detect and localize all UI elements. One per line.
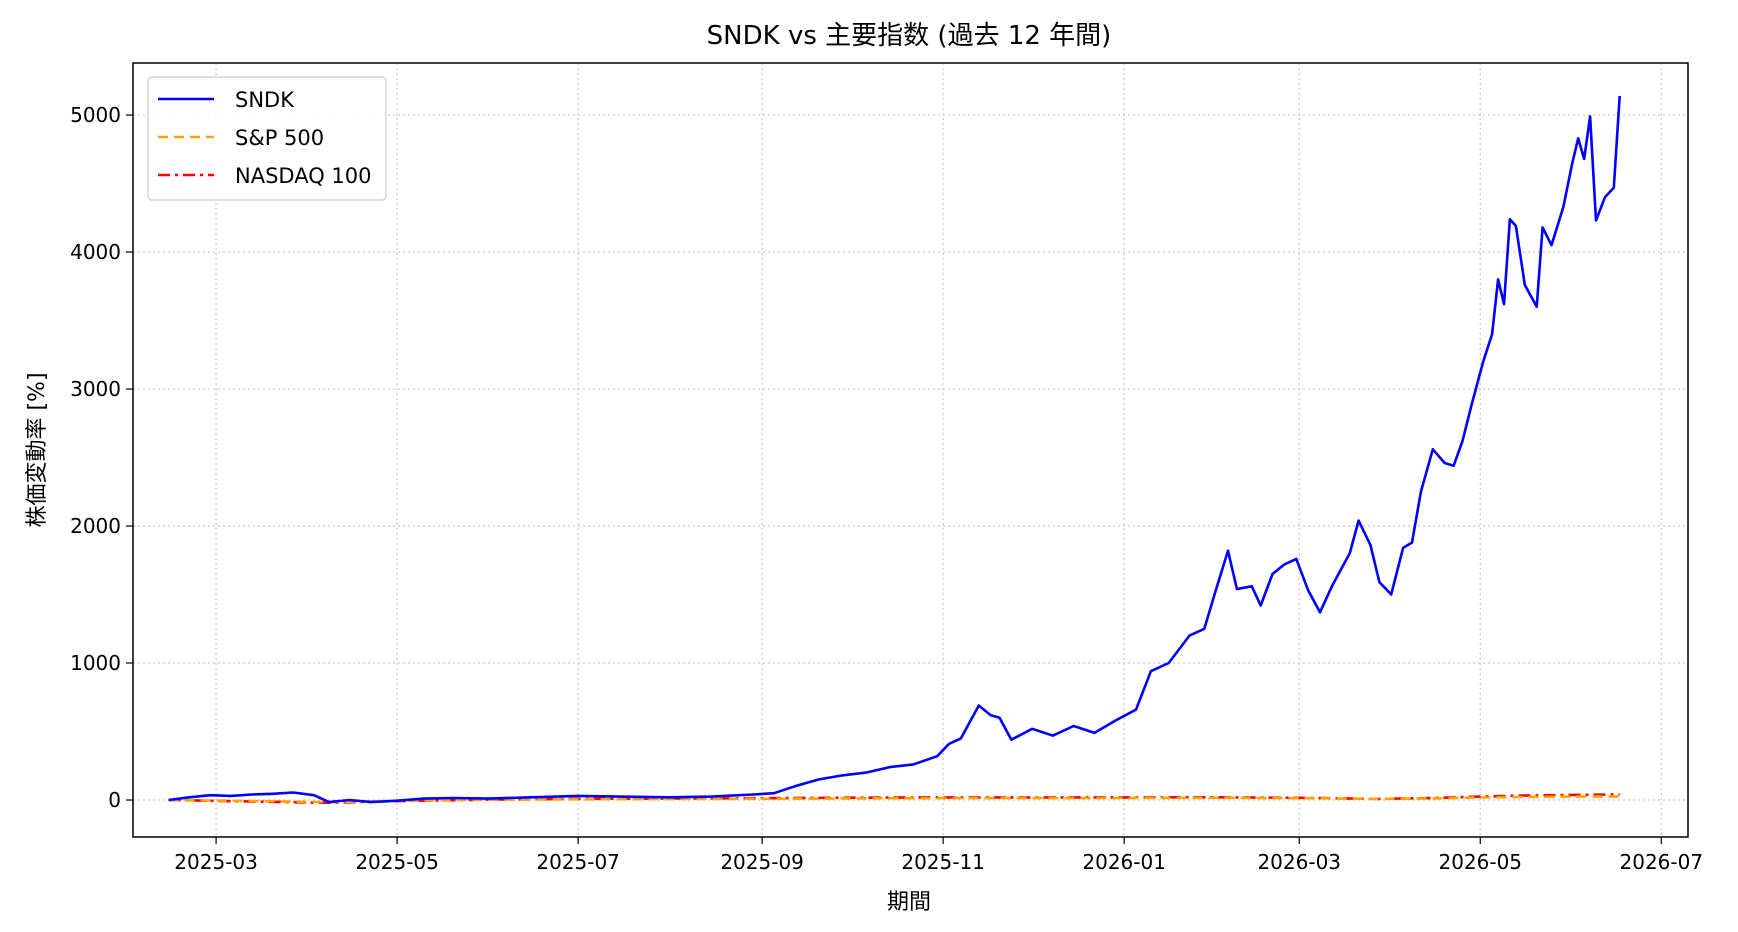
legend: SNDK S&P 500 NASDAQ 100 <box>147 76 387 201</box>
legend-label: S&P 500 <box>235 126 324 150</box>
y-tick-label: 0 <box>108 788 121 812</box>
plot-frame <box>132 62 1689 838</box>
x-tick-label: 2026-05 <box>1438 850 1522 874</box>
x-tick-label: 2025-09 <box>720 850 804 874</box>
legend-box <box>147 76 387 201</box>
series-line-sndk <box>168 95 1621 804</box>
y-tick-label: 3000 <box>70 377 121 401</box>
chart-title: SNDK vs 主要指数 (過去 12 年間) <box>707 21 1112 51</box>
x-tick-label: 2025-11 <box>901 850 985 874</box>
y-tick-label: 4000 <box>70 240 121 264</box>
legend-label: NASDAQ 100 <box>235 164 372 188</box>
y-axis-label: 株価変動率 [%] <box>25 372 50 527</box>
legend-label: SNDK <box>235 88 295 112</box>
axis-ticks: 2025-03 2025-05 2025-07 2025-09 2025-11 2026-… <box>70 103 1703 874</box>
grid <box>133 63 1688 837</box>
y-tick-label: 1000 <box>70 651 121 675</box>
series-lines <box>168 95 1621 805</box>
x-tick-label: 2026-07 <box>1620 850 1704 874</box>
x-axis-label: 期間 <box>887 890 931 915</box>
y-tick-label: 5000 <box>70 103 121 127</box>
x-tick-label: 2025-03 <box>174 850 258 874</box>
x-tick-label: 2025-05 <box>355 850 439 874</box>
x-tick-label: 2026-01 <box>1082 850 1166 874</box>
x-tick-label: 2025-07 <box>536 850 620 874</box>
x-tick-label: 2026-03 <box>1257 850 1341 874</box>
y-tick-label: 2000 <box>70 514 121 538</box>
